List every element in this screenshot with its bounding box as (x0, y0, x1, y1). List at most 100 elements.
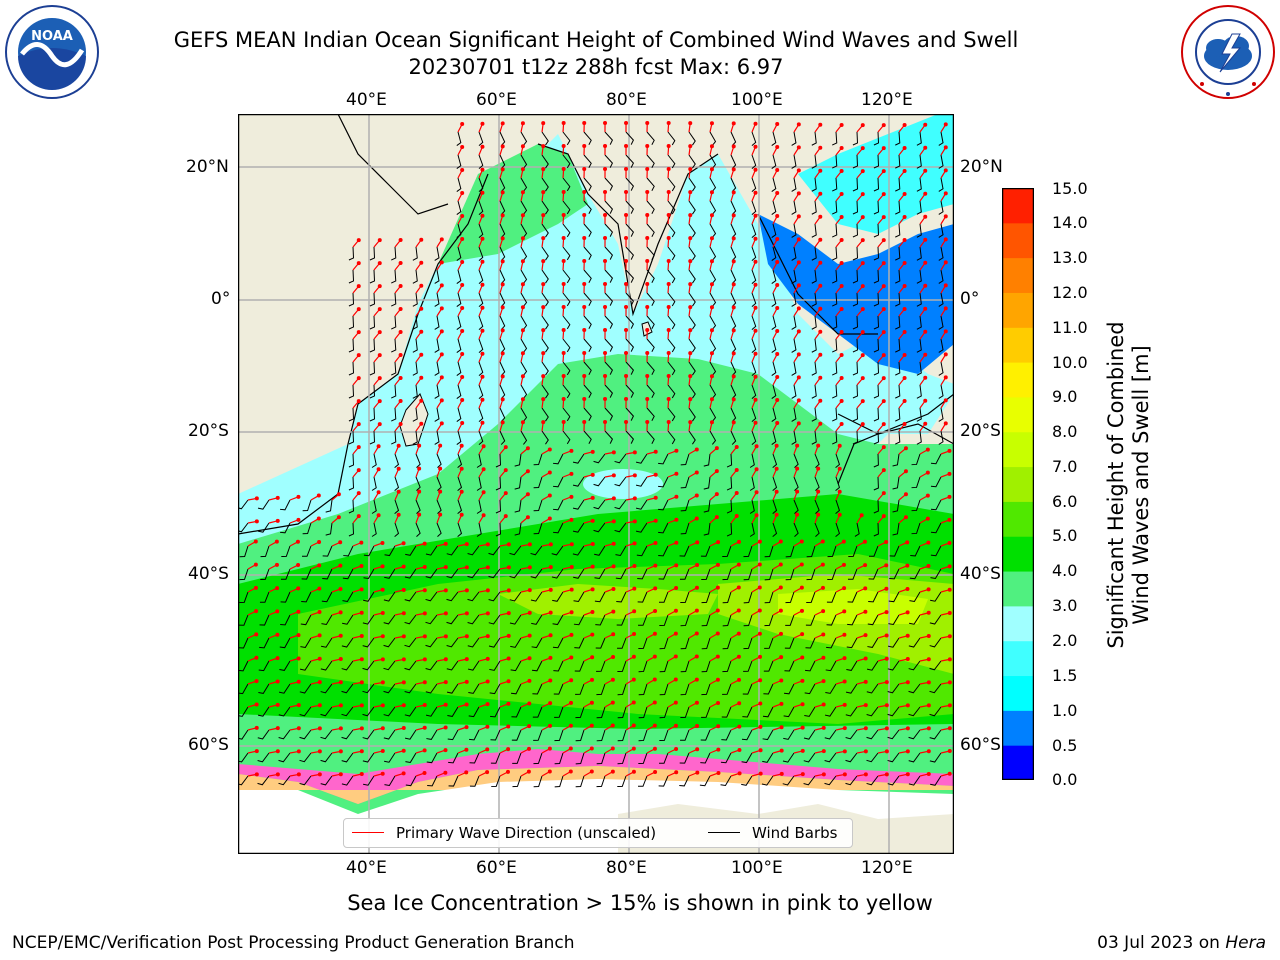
wind-barb (895, 200, 901, 215)
wave-direction-arrowhead (653, 472, 658, 477)
wave-direction-arrowhead (356, 422, 361, 427)
wind-barb (594, 568, 606, 580)
wind-barb (499, 384, 506, 399)
wave-direction-arrowhead (443, 725, 448, 730)
wind-barb (369, 430, 376, 445)
wind-barb (552, 453, 564, 465)
wave-direction-arrowhead (443, 702, 448, 707)
wave-direction-arrowhead (548, 723, 553, 728)
wind-barb (495, 522, 502, 537)
wave-direction-arrowhead (736, 585, 741, 590)
wind-barb (278, 729, 291, 740)
wave-direction-arrowhead (485, 679, 490, 684)
wind-barb (575, 683, 585, 695)
wind-barb (499, 338, 506, 353)
wind-barb (488, 545, 501, 556)
wind-barb (457, 476, 463, 492)
wind-barb (604, 292, 614, 306)
wave-direction-arrowhead (460, 122, 465, 127)
wind-barb (383, 591, 396, 602)
wave-direction-arrowhead (709, 328, 714, 333)
wave-direction-arrowhead (338, 633, 343, 638)
wind-barb (785, 614, 795, 626)
wind-barb (701, 706, 711, 718)
wave-direction-arrowhead (923, 191, 928, 196)
wave-direction-arrowhead (645, 167, 650, 172)
wind-barb (541, 384, 549, 399)
wave-direction-arrowhead (860, 146, 865, 151)
wind-barb (499, 223, 506, 238)
wind-barb (751, 315, 757, 331)
wave-direction-arrowhead (753, 374, 758, 379)
wave-direction-arrowhead (547, 470, 552, 475)
wave-direction-arrowhead (926, 657, 931, 662)
wave-direction-arrowhead (624, 328, 629, 333)
wave-direction-arrowhead (603, 213, 608, 218)
wave-direction-arrowhead (816, 466, 821, 471)
wind-barb (938, 384, 944, 399)
wind-barb (434, 384, 440, 399)
wave-direction-arrowhead (439, 398, 444, 403)
wave-direction-arrowhead (943, 375, 948, 380)
wind-barb (832, 131, 838, 146)
wave-direction-arrowhead (695, 747, 700, 752)
wind-barb (509, 568, 522, 579)
wave-direction-arrowhead (821, 609, 826, 614)
wind-barb (596, 660, 606, 672)
colorbar-tick: 1.5 (1052, 666, 1078, 685)
wind-barb (625, 177, 635, 191)
wave-direction-arrowhead (356, 238, 361, 243)
wave-direction-arrowhead (799, 562, 804, 567)
wind-barb (635, 522, 648, 533)
wave-direction-arrowhead (800, 772, 805, 777)
wave-direction-arrowhead (401, 726, 406, 731)
wave-direction-arrowhead (568, 746, 573, 751)
wave-direction-arrowhead (652, 654, 657, 659)
wave-direction-arrowhead (316, 516, 321, 521)
wind-barb (730, 315, 737, 330)
colorbar-segment (1002, 188, 1034, 224)
wind-barb (916, 384, 922, 399)
wind-barb (574, 637, 585, 649)
wind-barb (617, 660, 627, 673)
wind-barb (667, 315, 676, 330)
wind-barb (762, 729, 774, 741)
wave-direction-arrowhead (839, 421, 844, 426)
wave-direction-arrowhead (485, 770, 490, 775)
wind-barb (404, 591, 417, 602)
wave-direction-arrowhead (842, 609, 847, 614)
wind-barb (593, 499, 606, 510)
wind-barb (916, 338, 922, 353)
wave-direction-arrowhead (947, 494, 952, 499)
wind-barb (726, 453, 733, 468)
wave-direction-arrowhead (666, 121, 671, 126)
wind-barb (583, 200, 592, 214)
wind-barb (596, 752, 606, 765)
wind-barb (784, 660, 795, 672)
wave-direction-arrowhead (317, 726, 322, 731)
wave-direction-arrowhead (480, 374, 485, 379)
wave-direction-arrowhead (481, 513, 486, 518)
wave-direction-arrowhead (715, 585, 720, 590)
wave-direction-arrowhead (506, 542, 511, 547)
wind-barb (514, 522, 522, 536)
wave-direction-arrowhead (674, 770, 679, 775)
wind-barb (805, 614, 816, 626)
wave-direction-arrowhead (860, 307, 865, 312)
wave-direction-arrowhead (779, 678, 784, 683)
wave-direction-arrowhead (645, 236, 650, 241)
wave-direction-arrowhead (905, 540, 910, 545)
colorbar-segment (1002, 431, 1034, 468)
wave-direction-arrowhead (398, 306, 403, 311)
wind-barb (930, 775, 942, 786)
wave-direction-arrowhead (380, 634, 385, 639)
wave-direction-arrowhead (753, 305, 758, 310)
wind-barb (467, 568, 480, 579)
wind-barb (873, 476, 879, 491)
wind-barb (562, 384, 571, 399)
wave-direction-arrowhead (758, 701, 763, 706)
wave-direction-arrowhead (419, 306, 424, 311)
wave-direction-arrowhead (714, 492, 719, 497)
wind-barb (873, 154, 880, 169)
wind-barb (436, 476, 442, 491)
